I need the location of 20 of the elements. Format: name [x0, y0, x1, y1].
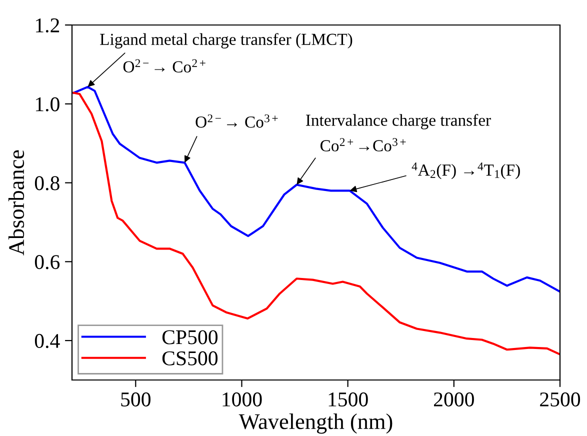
y-tick-label: 0.6: [34, 255, 60, 270]
legend-label: CP500: [162, 330, 218, 344]
x-tick-label: 1500: [328, 392, 368, 406]
annotation: Co$^{2+}$→Co$^{3+}$: [320, 138, 406, 152]
x-tick-label: 1000: [222, 392, 262, 406]
y-tick-label: 0.8: [34, 176, 60, 190]
y-axis-title: Absorbance: [8, 150, 24, 256]
legend-label: CS500: [162, 351, 218, 366]
y-tick-label: 0.4: [34, 334, 60, 348]
y-tick-label: 1.0: [36, 97, 60, 112]
annotation: O$^{2−}$→ Co$^{2+}$: [123, 59, 206, 72]
x-tick-label: 2000: [434, 392, 474, 406]
annotation: Ligand metal charge transfer (LMCT): [100, 33, 352, 48]
annotation: Intervalance charge transfer: [306, 114, 491, 130]
y-tick-label: 1.2: [36, 18, 60, 33]
annotation: O$^{2−}$→ Co$^{3+}$: [196, 114, 278, 128]
x-axis-title: Wavelength (nm): [238, 413, 392, 434]
annotation: $^{4}$A$_{2}$(F) →$^{4}$T$_{1}$(F): [412, 162, 520, 180]
x-tick-label: 2500: [540, 392, 580, 406]
x-tick-label: 500: [121, 392, 150, 406]
